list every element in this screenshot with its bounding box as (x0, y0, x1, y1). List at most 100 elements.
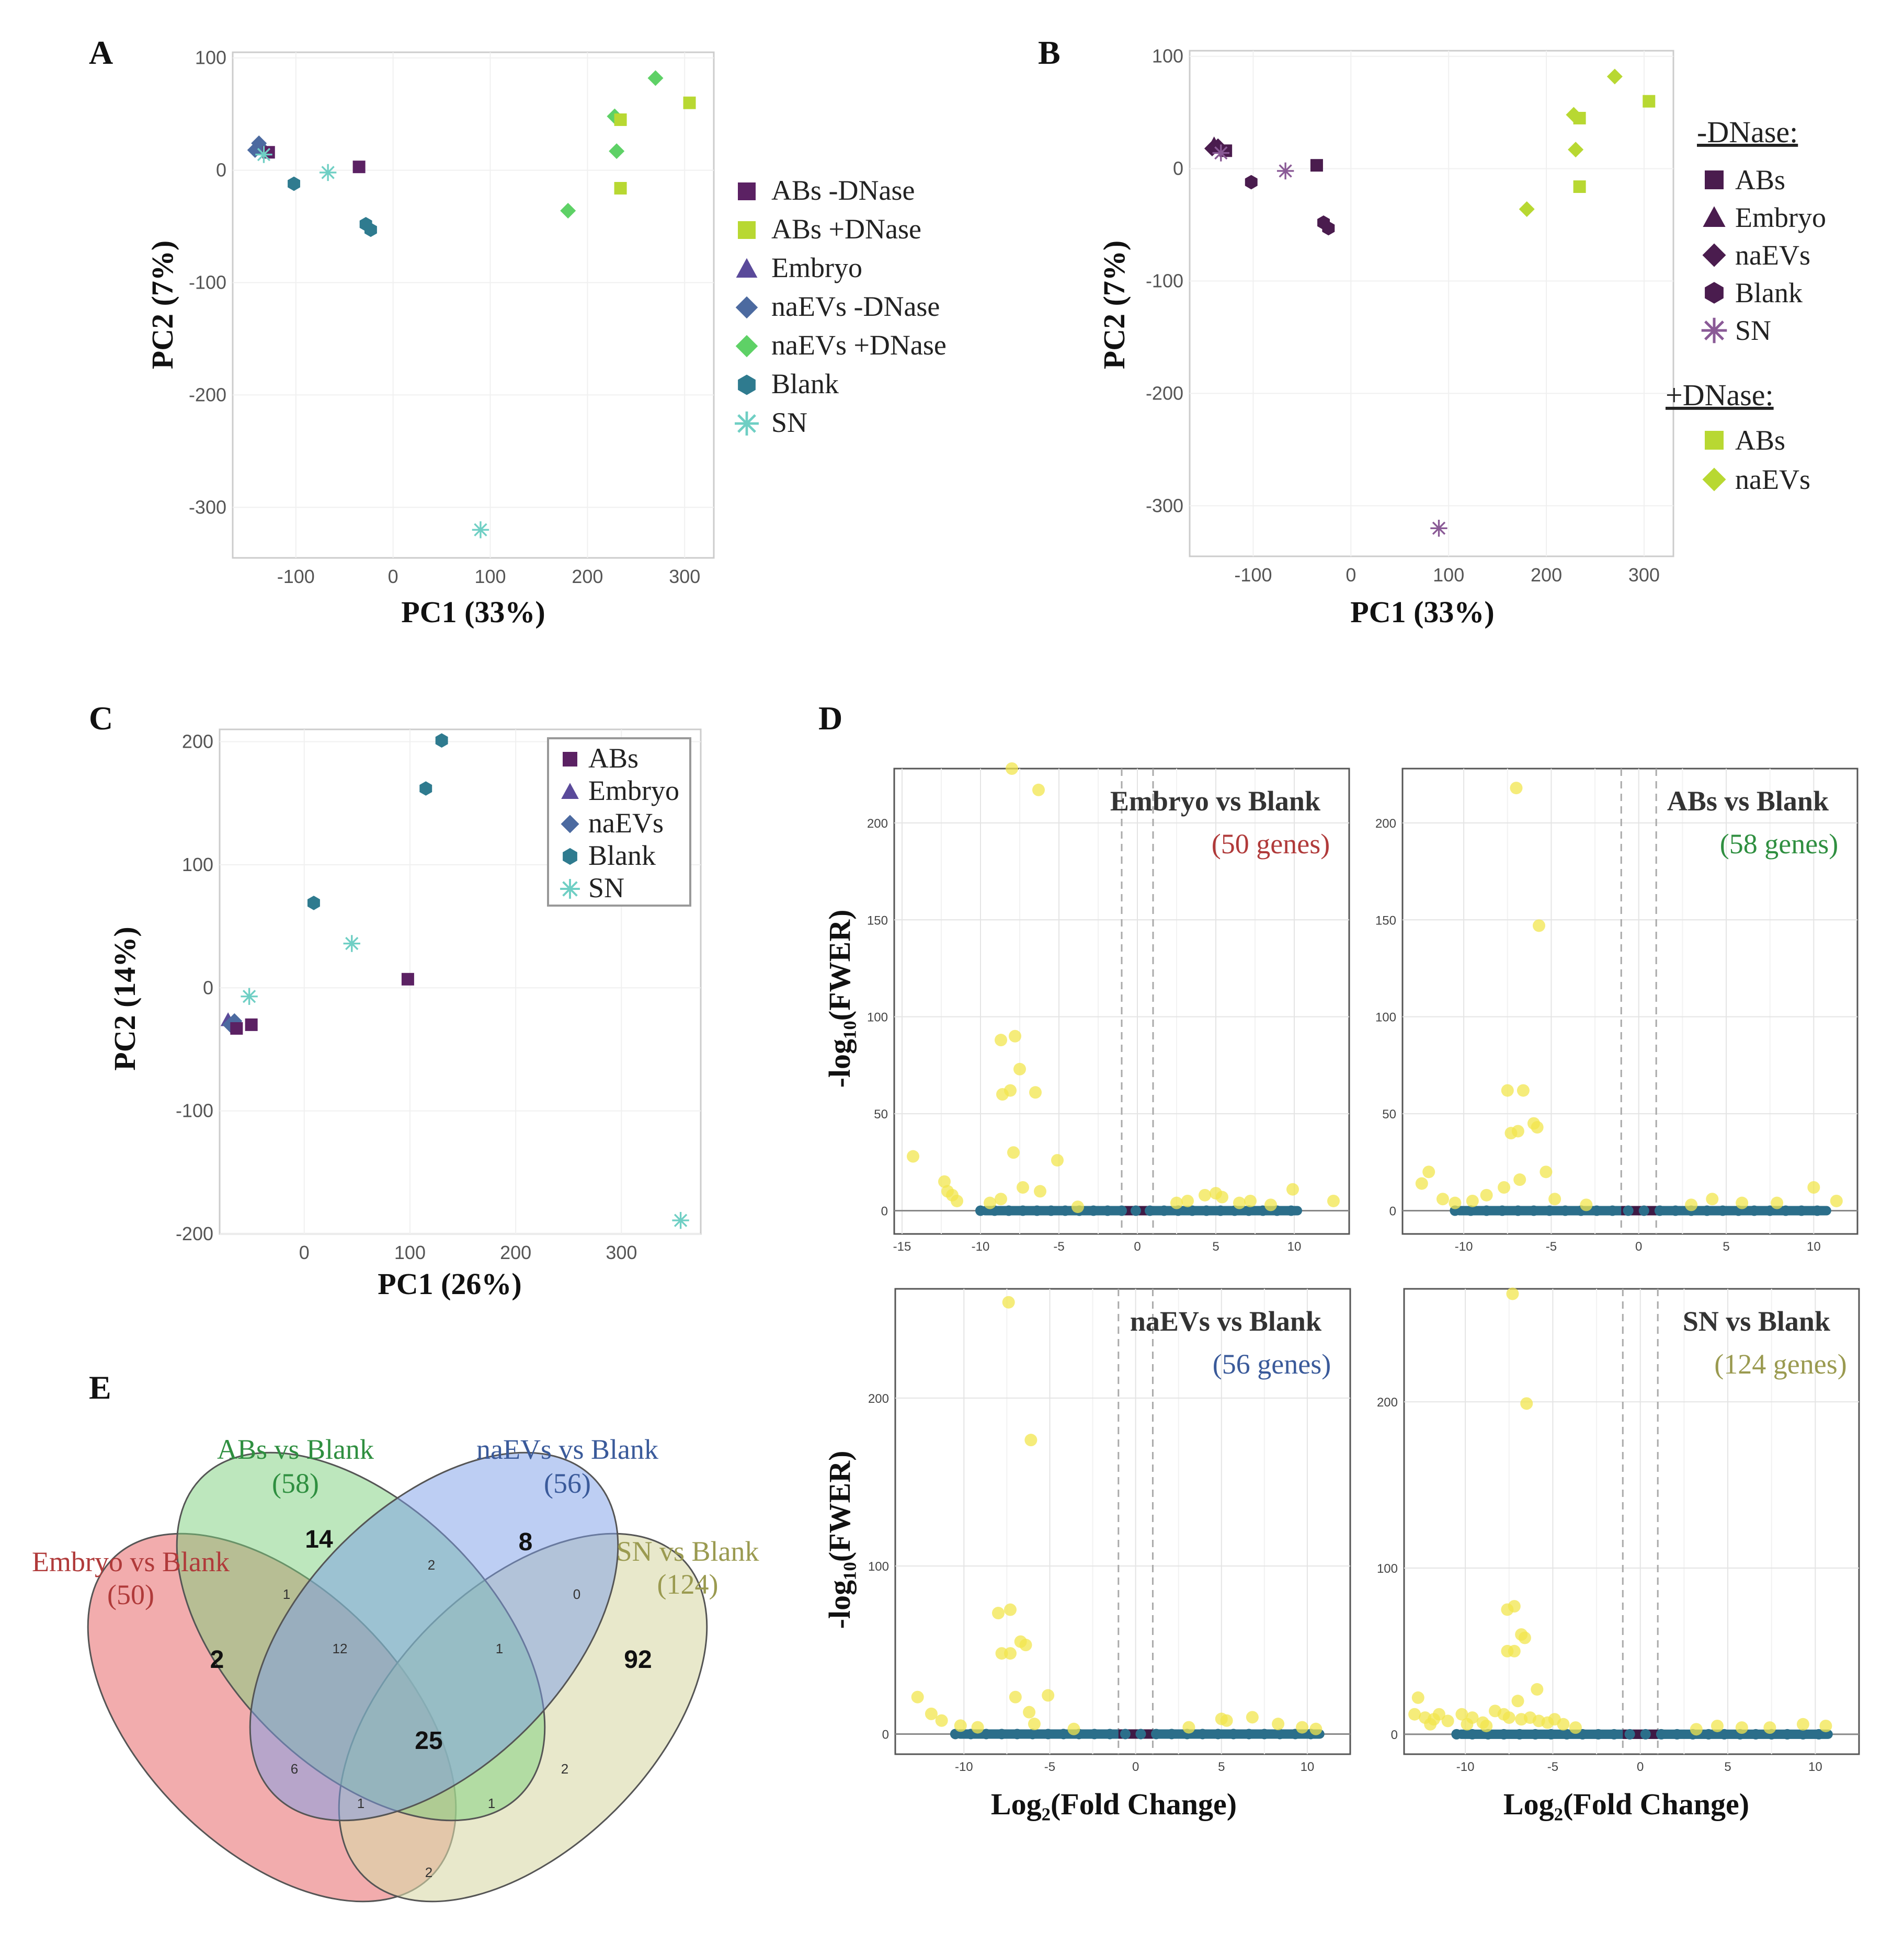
y-tick-label: 0 (1173, 158, 1183, 179)
x-tick-label: 200 (1531, 564, 1562, 586)
y-tick-label: 100 (182, 854, 213, 875)
y-tick-label: -100 (176, 1100, 213, 1122)
gene-point-nonsignificant (975, 1205, 986, 1216)
gene-point-significant (1017, 1181, 1029, 1194)
volcano-title: SN vs Blank (1683, 1306, 1830, 1337)
x-tick-label: -10 (1456, 1760, 1475, 1774)
gene-point-significant (1508, 1600, 1521, 1613)
x-tick-label: 100 (1433, 564, 1464, 586)
gene-point-nonsignificant (1812, 1205, 1823, 1216)
gene-point-nonsignificant (1749, 1205, 1760, 1216)
panel-label-b: B (1038, 34, 1061, 71)
data-point-asterisk (343, 935, 360, 952)
gene-point-significant (1296, 1721, 1309, 1734)
x-tick-label: -100 (277, 566, 315, 587)
gene-point-significant (925, 1707, 938, 1720)
gene-point-significant (1436, 1193, 1449, 1206)
data-point-square (614, 182, 627, 195)
data-point-asterisk (1212, 144, 1229, 162)
gene-point-significant (1199, 1188, 1211, 1202)
gene-point-significant (1019, 1639, 1032, 1652)
gene-point-nonsignificant (1719, 1729, 1730, 1740)
legend-label: naEVs (588, 807, 664, 839)
x-tick-label: 100 (394, 1242, 426, 1263)
gene-point-significant (1830, 1194, 1843, 1207)
gene-point-significant (1511, 1125, 1524, 1138)
gene-point-nonsignificant (1654, 1205, 1665, 1216)
gene-point-significant (1461, 1718, 1474, 1731)
gene-point-nonsignificant (1244, 1205, 1254, 1216)
volcano-left-x-axis-title: Log₂(Fold Change) (991, 1787, 1237, 1821)
panel-label-d: D (818, 700, 842, 737)
legend-label: Embryo (1735, 202, 1826, 233)
gene-point-nonsignificant (1591, 1205, 1602, 1216)
volcano-frame (894, 1288, 1351, 1755)
data-point-hexagon (1322, 221, 1335, 236)
x-tick-label: -10 (955, 1760, 973, 1774)
gene-point-nonsignificant (1089, 1729, 1100, 1740)
gene-point-nonsignificant (1530, 1729, 1541, 1740)
gene-point-nonsignificant (1467, 1729, 1478, 1740)
y-tick-label: 100 (868, 1560, 889, 1574)
legend-label: naEVs -DNase (771, 291, 940, 322)
gene-point-significant (1411, 1691, 1424, 1704)
volcano-top-y-axis-title: -log₁₀(FWER) (823, 910, 857, 1088)
gene-point-significant (1220, 1714, 1233, 1727)
volcano-title: ABs vs Blank (1667, 785, 1829, 817)
legend-marker-square (738, 182, 756, 200)
x-tick-label: 0 (299, 1242, 310, 1263)
gene-point-nonsignificant (1797, 1729, 1808, 1740)
venn-count-label-sn: (124) (657, 1569, 719, 1600)
gene-point-significant (1508, 1644, 1521, 1657)
y-tick-label: -200 (176, 1223, 213, 1244)
data-point-hexagon (419, 781, 432, 796)
panel-a-gridlines (233, 52, 714, 558)
gene-point-nonsignificant (1131, 1205, 1141, 1216)
gene-point-significant (1706, 1193, 1719, 1206)
gene-point-nonsignificant (1544, 1205, 1555, 1216)
volcano-gene-count: (50 genes) (1212, 828, 1330, 860)
venn-count-all: 25 (415, 1727, 442, 1755)
gene-point-significant (1034, 1185, 1046, 1198)
gene-point-significant (1506, 1287, 1519, 1300)
gene-point-significant (1736, 1196, 1749, 1209)
gene-point-significant (1181, 1194, 1194, 1207)
gene-point-significant (938, 1175, 951, 1188)
legend-label: naEVs (1735, 239, 1810, 271)
gene-point-significant (1216, 1191, 1228, 1204)
gene-point-nonsignificant (1764, 1205, 1775, 1216)
gene-point-nonsignificant (1607, 1205, 1618, 1216)
gene-point-significant (995, 1193, 1007, 1206)
data-point-square (614, 113, 627, 126)
x-tick-label: -5 (1547, 1760, 1558, 1774)
gene-point-nonsignificant (1640, 1729, 1651, 1740)
data-point-square (1573, 180, 1586, 193)
y-tick-label: 150 (1375, 913, 1396, 928)
panel-b-plot-frame (1189, 50, 1674, 557)
x-tick-label: 10 (1301, 1760, 1315, 1774)
gene-point-nonsignificant (1703, 1729, 1714, 1740)
gene-point-significant (911, 1690, 924, 1703)
legend-title-plus-dnase: +DNase: (1666, 378, 1774, 412)
gene-point-nonsignificant (950, 1729, 961, 1740)
gene-point-nonsignificant (1528, 1205, 1539, 1216)
gene-point-nonsignificant (1670, 1205, 1681, 1216)
gene-point-significant (1540, 1165, 1553, 1179)
panel-a-pca: 100 0 -100 -200 -300 -100 0 100 200 300 PC1 (33%… (145, 47, 947, 629)
gene-point-significant (1009, 1030, 1021, 1043)
gene-point-significant (1517, 1084, 1530, 1097)
y-tick-label: -100 (1146, 270, 1183, 292)
y-tick-label: 0 (1389, 1205, 1396, 1219)
gene-point-significant (1002, 1296, 1015, 1309)
gene-point-nonsignificant (1116, 1205, 1127, 1216)
panel-label-a: A (89, 34, 113, 71)
gene-point-significant (1690, 1723, 1703, 1736)
panel-label-e: E (89, 1369, 111, 1406)
data-point-diamond (1568, 142, 1584, 158)
x-tick-label: -5 (1053, 1240, 1064, 1254)
panel-c-x-axis-title: PC1 (26%) (378, 1267, 521, 1301)
volcano-gene-count: (58 genes) (1720, 828, 1838, 860)
legend-marker-hexagon (1705, 282, 1724, 304)
